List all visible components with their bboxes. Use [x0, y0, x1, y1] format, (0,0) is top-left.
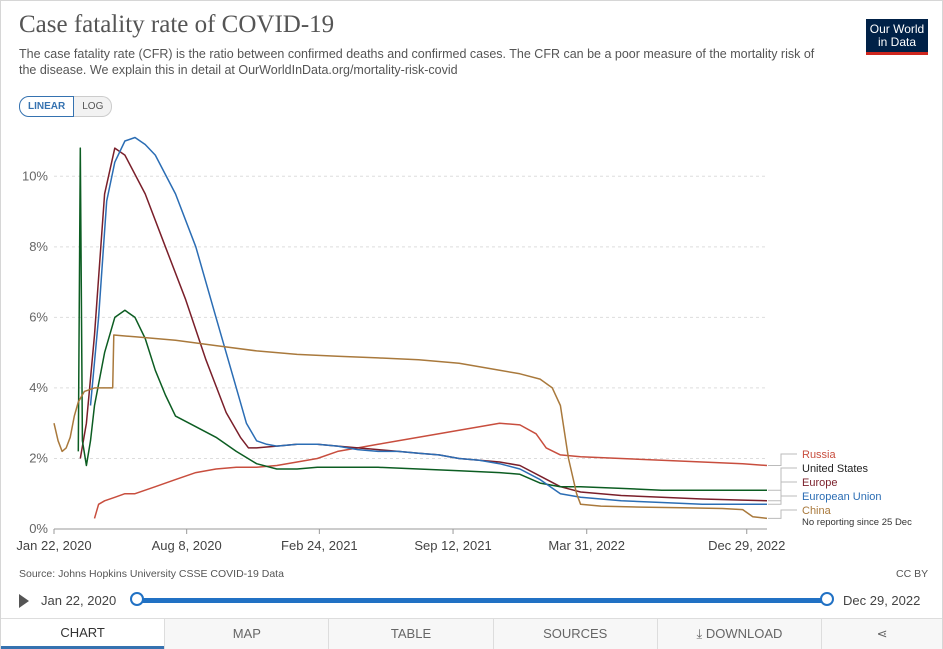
- x-tick-label: Aug 8, 2020: [152, 538, 222, 553]
- y-tick-label: 4%: [29, 380, 48, 395]
- timeline-end-label: Dec 29, 2022: [843, 593, 921, 608]
- y-tick-label: 0%: [29, 521, 48, 536]
- tab-download[interactable]: ⤓ DOWNLOAD: [656, 619, 821, 649]
- legend-leader-line: [768, 495, 797, 505]
- log-scale-button[interactable]: LOG: [74, 96, 113, 117]
- y-tick-label: 8%: [29, 239, 48, 254]
- play-icon[interactable]: [19, 594, 29, 608]
- legend-label-united-states[interactable]: United States: [802, 463, 869, 475]
- share-button[interactable]: ⋖: [821, 619, 942, 649]
- timeline-start-label: Jan 22, 2020: [41, 593, 117, 608]
- x-tick-label: Jan 22, 2020: [16, 538, 91, 553]
- series-line-united-states[interactable]: [79, 147, 768, 502]
- download-icon: ⤓: [696, 626, 703, 641]
- tab-chart[interactable]: CHART: [1, 619, 165, 649]
- series-line-china[interactable]: [53, 334, 768, 520]
- legend-leader-line: [768, 453, 797, 467]
- x-tick-label: Sep 12, 2021: [414, 538, 491, 553]
- y-tick-label: 2%: [29, 450, 48, 465]
- scale-toggle: LINEAR LOG: [19, 96, 113, 117]
- tab-bar: CHART MAP TABLE SOURCES ⤓ DOWNLOAD ⋖: [1, 618, 942, 649]
- logo-line-2: in Data: [877, 35, 917, 49]
- license-link[interactable]: CC BY: [896, 568, 929, 580]
- x-tick-label: Mar 31, 2022: [548, 538, 625, 553]
- chart-subtitle: The case fatality rate (CFR) is the rati…: [19, 47, 815, 77]
- series-line-europe[interactable]: [77, 147, 767, 491]
- tab-sources[interactable]: SOURCES: [492, 619, 657, 649]
- linear-scale-button[interactable]: LINEAR: [19, 96, 75, 117]
- legend-label-russia[interactable]: Russia: [802, 449, 837, 461]
- line-chart: 0% 2% 4% 6% 8% 10% Jan 22, 2020 Aug 8, 2020 Feb …: [16, 136, 912, 553]
- source-note: Source: Johns Hopkins University CSSE CO…: [19, 568, 284, 580]
- legend-leader-line: [768, 509, 797, 519]
- logo-line-1: Our World: [869, 22, 925, 36]
- owid-logo[interactable]: Our World in Data: [866, 19, 928, 55]
- tab-table[interactable]: TABLE: [328, 619, 492, 649]
- share-icon: ⋖: [876, 626, 888, 641]
- chart-title: Case fatality rate of COVID-19: [19, 11, 335, 38]
- x-tick-label: Dec 29, 2022: [708, 538, 785, 553]
- timeline-track[interactable]: [137, 598, 827, 603]
- timeline: Jan 22, 2020 Dec 29, 2022: [19, 591, 929, 613]
- x-tick-label: Feb 24, 2021: [281, 538, 358, 553]
- download-label: DOWNLOAD: [705, 626, 783, 641]
- y-tick-label: 10%: [22, 168, 48, 183]
- y-tick-label: 6%: [29, 309, 48, 324]
- series-line-european-union[interactable]: [89, 136, 768, 506]
- legend-label-europe[interactable]: Europe: [802, 477, 837, 489]
- timeline-end-handle[interactable]: [820, 592, 834, 606]
- legend-label-european-union[interactable]: European Union: [802, 491, 882, 503]
- series-line-russia[interactable]: [93, 422, 768, 519]
- tab-map[interactable]: MAP: [164, 619, 328, 649]
- legend-label-china[interactable]: China: [802, 505, 832, 517]
- legend-leader-line: [768, 481, 797, 491]
- timeline-start-handle[interactable]: [130, 592, 144, 606]
- china-annotation: No reporting since 25 Dec: [802, 517, 912, 528]
